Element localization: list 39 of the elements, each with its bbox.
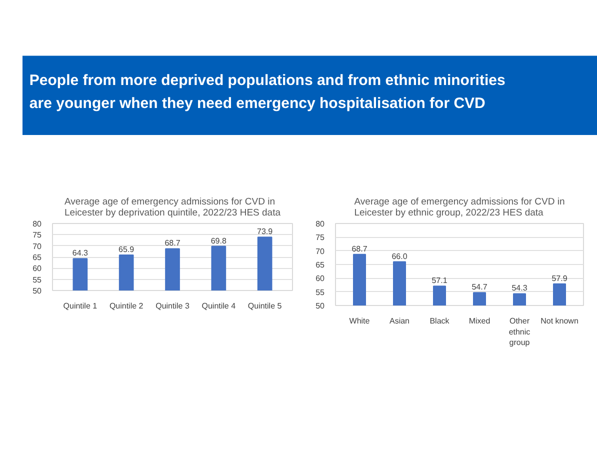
x-tick-label: Quintile 5 bbox=[248, 302, 282, 310]
data-label: 64.3 bbox=[72, 248, 89, 258]
x-tick-label: Asian bbox=[389, 316, 410, 326]
y-tick-label: 60 bbox=[316, 274, 326, 284]
data-label: 65.9 bbox=[118, 244, 135, 254]
y-tick-label: 80 bbox=[32, 220, 42, 228]
x-tick-label: Quintile 3 bbox=[156, 302, 190, 310]
x-tick-label: Other ethnic group bbox=[508, 316, 530, 348]
y-tick-label: 55 bbox=[316, 288, 326, 297]
chart-title: Average age of emergency admissions for CVD in Leicester by ethnic group, 2022/23 HES data bbox=[354, 196, 565, 218]
y-tick-label: 70 bbox=[32, 242, 42, 251]
x-tick-label: White bbox=[349, 316, 370, 326]
x-tick-label: Quintile 1 bbox=[63, 302, 98, 310]
y-tick-label: 70 bbox=[316, 246, 326, 256]
y-tick-label: 65 bbox=[316, 260, 326, 270]
data-label: 66.0 bbox=[392, 252, 408, 261]
y-tick-label: 55 bbox=[32, 275, 42, 284]
y-tick-label: 50 bbox=[316, 302, 326, 310]
data-label: 54.7 bbox=[472, 282, 488, 292]
chart-title: Average age of emergency admissions for CVD in Leicester by deprivation quintile, 2022/23 HES data bbox=[64, 196, 282, 218]
x-tick-label: Quintile 2 bbox=[109, 302, 144, 310]
x-tick-label: Black bbox=[430, 316, 450, 326]
y-tick-label: 65 bbox=[32, 253, 42, 262]
x-tick-label: Not known bbox=[540, 316, 578, 326]
data-label: 54.3 bbox=[512, 284, 528, 293]
data-label: 57.9 bbox=[552, 274, 568, 283]
y-tick-label: 75 bbox=[32, 230, 42, 240]
y-tick-label: 75 bbox=[316, 233, 326, 242]
data-label: 68.7 bbox=[352, 244, 368, 254]
x-tick-label: Quintile 4 bbox=[202, 302, 236, 310]
y-tick-label: 80 bbox=[316, 220, 326, 228]
data-label: 69.8 bbox=[210, 236, 227, 246]
data-label: 73.9 bbox=[257, 227, 274, 236]
data-label: 68.7 bbox=[164, 238, 181, 248]
text: People from more deprived populations and from ethnic minorities are younger when they need emergency hospitalisation for CVD bbox=[29, 72, 506, 112]
data-label: 57.1 bbox=[432, 276, 448, 286]
y-tick-label: 50 bbox=[32, 286, 42, 296]
x-tick-label: Mixed bbox=[468, 316, 490, 326]
y-tick-label: 60 bbox=[32, 264, 42, 274]
